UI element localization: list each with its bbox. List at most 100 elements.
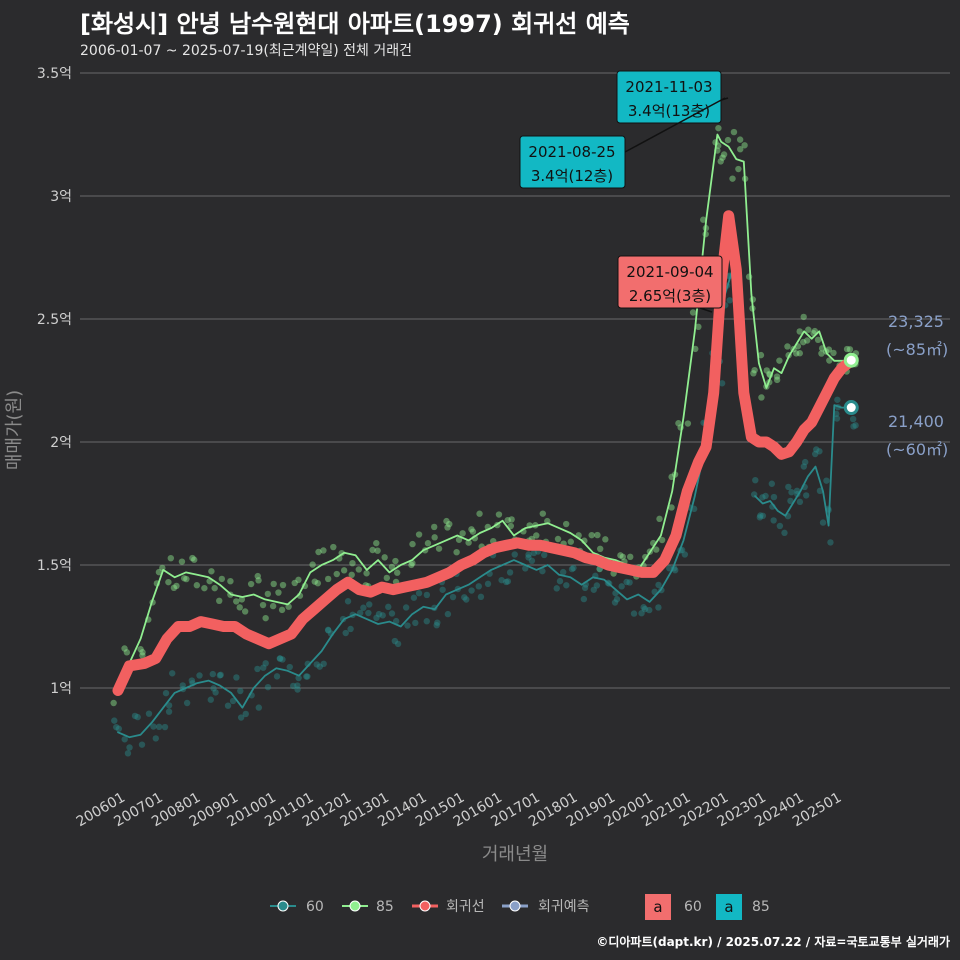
scatter-point: [348, 571, 355, 579]
scatter-point: [208, 568, 215, 575]
scatter-point: [759, 512, 767, 520]
scatter-point: [347, 625, 354, 633]
scatter-point: [152, 735, 159, 742]
scatter-point: [316, 663, 323, 670]
scatter-point: [668, 473, 675, 481]
scatter-point: [196, 672, 203, 679]
scatter-point: [823, 477, 830, 484]
scatter-point: [580, 595, 588, 603]
scatter-point: [813, 446, 820, 453]
scatter-point: [276, 655, 284, 662]
scatter-point: [539, 567, 546, 575]
scatter-point: [402, 604, 410, 611]
scatter-point: [295, 674, 302, 682]
scatter-point: [533, 532, 540, 539]
scatter-point: [110, 699, 117, 707]
scatter-point: [762, 492, 769, 500]
scatter-point: [404, 622, 411, 629]
svg-text:회귀선: 회귀선: [446, 899, 485, 915]
scatter-point: [124, 750, 132, 757]
scatter-point: [255, 704, 263, 711]
scatter-point: [242, 710, 249, 718]
legend: 60 85 회귀선 회귀예측 a 60 a 85: [270, 894, 770, 920]
scatter-point: [379, 612, 386, 619]
scatter-point: [155, 568, 163, 576]
svg-text:85: 85: [752, 899, 770, 915]
scatter-point: [392, 617, 400, 625]
scatter-point: [138, 741, 146, 748]
scatter-point: [270, 580, 277, 588]
scatter-point: [324, 626, 332, 634]
scatter-point: [275, 589, 282, 596]
callout-price: 3.4억(13층): [628, 102, 710, 120]
svg-text:a: a: [724, 898, 733, 916]
scatter-point: [212, 689, 219, 696]
scatter-point: [269, 602, 277, 610]
scatter-point: [433, 622, 440, 629]
scatter-point: [556, 577, 564, 585]
scatter-point: [162, 689, 170, 697]
scatter-point: [736, 136, 744, 143]
scatter-point: [773, 376, 781, 384]
series-lines: [112, 133, 857, 739]
callout-2021-08-25: 2021-08-25 3.4억(12층): [519, 97, 726, 189]
scatter-point: [444, 524, 451, 531]
legend-item-60: 60: [270, 899, 324, 915]
scatter-point: [655, 581, 662, 589]
scatter-point: [768, 480, 776, 487]
scatter-points: [110, 124, 860, 757]
scatter-point: [793, 350, 800, 357]
scatter-point: [431, 523, 438, 531]
scatter-point: [237, 714, 245, 721]
scatter-point: [626, 579, 633, 586]
scatter-point: [218, 575, 226, 583]
scatter-point: [394, 640, 402, 648]
scatter-point: [756, 514, 764, 521]
scatter-point: [715, 124, 722, 132]
callout-leader: [624, 97, 726, 153]
scatter-point: [581, 584, 589, 592]
scatter-point: [476, 510, 483, 517]
scatter-point: [279, 656, 286, 663]
scatter-point: [646, 606, 653, 614]
series-line-85: [117, 133, 853, 694]
scatter-point: [630, 610, 638, 617]
scatter-point: [453, 548, 460, 556]
scatter-point: [594, 531, 601, 539]
scatter-point: [388, 610, 396, 617]
scatter-point: [320, 547, 327, 554]
scatter-point: [373, 539, 380, 547]
scatter-point: [134, 713, 141, 721]
scatter-point: [167, 554, 175, 562]
y-tick-label: 3억: [50, 189, 72, 205]
scatter-point: [511, 551, 518, 558]
scatter-point: [730, 128, 738, 136]
prediction-point-85: [843, 352, 859, 368]
scatter-point: [554, 535, 562, 543]
scatter-point: [805, 326, 812, 333]
callout-price: 3.4억(12층): [531, 167, 613, 185]
y-axis-ticks: 1억 1.5억 2억 2.5억 3억 3.5억: [37, 66, 72, 697]
scatter-point: [349, 559, 356, 567]
scatter-point: [658, 536, 666, 544]
scatter-point: [681, 551, 689, 558]
scatter-point: [391, 637, 399, 645]
scatter-point: [627, 553, 634, 561]
svg-text:85: 85: [376, 899, 394, 915]
scatter-point: [303, 673, 310, 680]
scatter-point: [751, 366, 758, 374]
scatter-point: [819, 519, 827, 526]
scatter-point: [381, 554, 388, 561]
scatter-point: [434, 619, 441, 626]
scatter-point: [424, 540, 432, 547]
scatter-point: [737, 146, 744, 153]
scatter-point: [314, 580, 322, 587]
scatter-point: [802, 492, 810, 499]
scatter-point: [207, 696, 214, 703]
legend-item-regression: 회귀선: [412, 899, 485, 915]
y-axis-title: 매매가(원): [4, 390, 25, 470]
scatter-point: [484, 580, 492, 588]
scatter-point: [770, 493, 778, 501]
scatter-point: [689, 309, 697, 316]
scatter-point: [260, 664, 267, 671]
